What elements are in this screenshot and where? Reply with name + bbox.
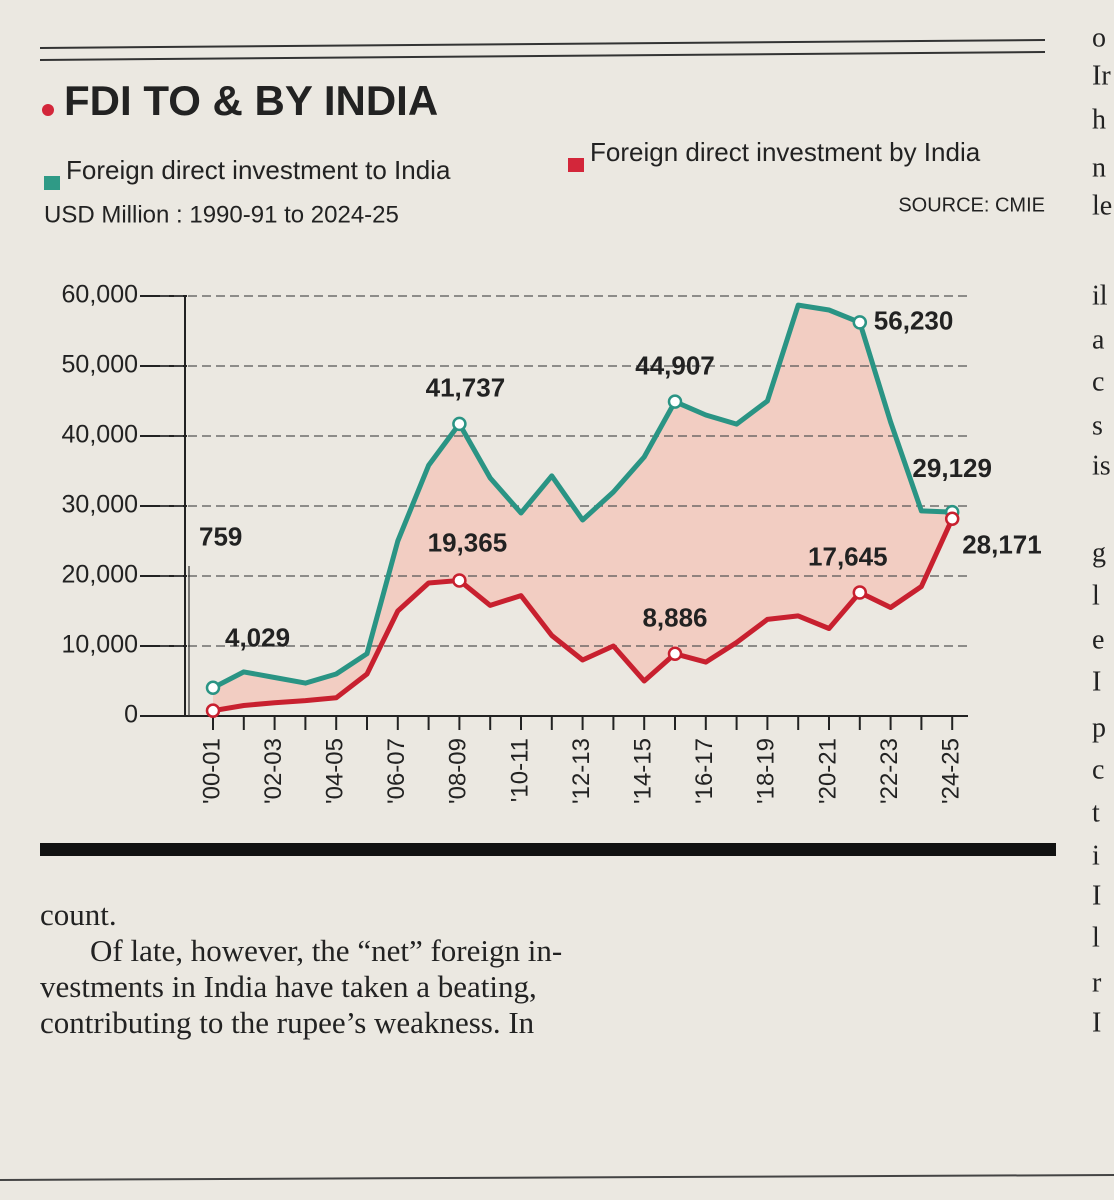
source: SOURCE: CMIE	[898, 194, 1045, 216]
side-fragment: r	[1092, 967, 1102, 998]
rule	[39, 39, 1046, 49]
x-tick-label: '12-13	[568, 738, 595, 804]
data-label: 29,129	[912, 453, 992, 483]
y-tick-label: 10,000	[62, 631, 138, 659]
side-fragment: Ir	[1092, 60, 1111, 91]
data-label: 41,737	[426, 373, 506, 403]
data-label: 8,886	[642, 603, 707, 633]
point-marker	[667, 646, 683, 662]
point-marker	[205, 703, 221, 718]
x-tick-label: '20-21	[814, 738, 841, 804]
x-tick-label: '08-09	[445, 738, 472, 804]
side-fragment: n	[1092, 152, 1106, 183]
x-tick-label: '06-07	[383, 738, 410, 804]
side-fragment: I	[1092, 1007, 1101, 1038]
side-fragment: I	[1092, 880, 1101, 911]
point-marker	[852, 315, 868, 330]
side-fragment: I	[1092, 666, 1101, 697]
side-fragment: t	[1092, 797, 1100, 828]
side-fragment: g	[1092, 537, 1106, 568]
x-tick-label: '24-25	[938, 738, 965, 804]
point-marker	[452, 573, 467, 588]
point-marker	[667, 394, 683, 409]
side-fragment: is	[1092, 450, 1111, 481]
side-fragment: c	[1092, 366, 1104, 397]
legend-label: Foreign direct investment to India	[66, 155, 451, 185]
data-label: 28,171	[962, 530, 1042, 560]
legend-label: Foreign direct investment by India	[590, 137, 981, 167]
data-label: 56,230	[874, 305, 954, 335]
series-line	[211, 302, 953, 691]
x-tick-label: '18-19	[753, 738, 780, 804]
y-tick-label: 60,000	[62, 281, 138, 309]
x-tick-label: '22-23	[876, 738, 903, 804]
x-tick-label: '00-01	[198, 738, 225, 804]
side-fragment: e	[1092, 624, 1104, 655]
side-fragment: l	[1092, 922, 1100, 953]
y-tick-label: 40,000	[62, 421, 138, 449]
side-fragment: il	[1092, 280, 1108, 311]
x-tick-label: '04-05	[322, 738, 349, 804]
data-label: 759	[199, 522, 242, 552]
article-line: count.	[40, 897, 117, 932]
x-tick-label: '14-15	[630, 738, 657, 804]
data-label: 17,645	[808, 541, 888, 571]
rule	[40, 843, 1056, 856]
side-fragment: le	[1092, 190, 1112, 221]
side-fragment: i	[1092, 840, 1100, 871]
legend-swatch	[568, 158, 584, 172]
chart-title: FDI TO & BY INDIA	[64, 77, 438, 124]
chart-subtitle: USD Million : 1990-91 to 2024-25	[44, 201, 399, 228]
data-label: 19,365	[428, 527, 508, 557]
side-fragment: a	[1092, 324, 1105, 355]
side-fragment: h	[1092, 104, 1106, 135]
article-line: Of late, however, the “net” foreign in-	[90, 933, 562, 968]
series-line	[212, 517, 955, 714]
y-tick-label: 20,000	[62, 561, 138, 589]
article-line: vestments in India have taken a beating,	[40, 969, 537, 1004]
point-marker	[944, 511, 960, 527]
side-fragment: s	[1092, 410, 1103, 441]
data-label: 44,907	[635, 351, 715, 381]
point-marker	[452, 416, 467, 432]
title-bullet	[42, 104, 54, 116]
article-line: contributing to the rupee’s weakness. In	[40, 1005, 535, 1040]
x-tick-label: '16-17	[691, 738, 718, 804]
article: count.Of late, however, the “net” foreig…	[40, 897, 562, 1040]
side-fragment: o	[1092, 22, 1106, 53]
side-fragment: c	[1092, 754, 1104, 785]
y-tick-label: 0	[124, 701, 138, 729]
y-tick-label: 50,000	[62, 351, 138, 379]
rule	[39, 51, 1046, 61]
x-tick-label: '02-03	[260, 738, 287, 804]
y-tick-label: 30,000	[62, 491, 138, 519]
point-marker	[205, 680, 221, 696]
side-fragment: l	[1092, 580, 1100, 611]
side-fragment: p	[1092, 712, 1106, 743]
point-marker	[852, 585, 868, 600]
legend-swatch	[44, 176, 60, 190]
x-tick-label: '10-11	[506, 738, 533, 802]
data-label: 4,029	[225, 623, 290, 653]
rule	[0, 1174, 1114, 1181]
